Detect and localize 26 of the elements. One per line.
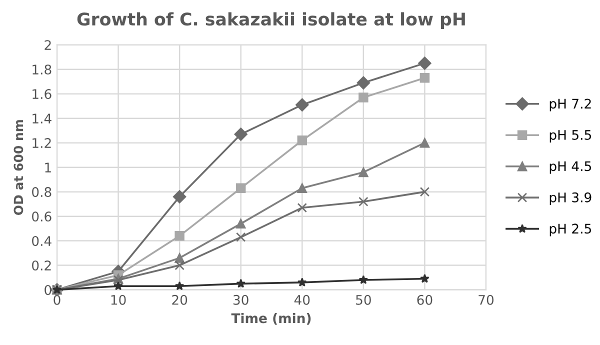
x-tick-label: 70 xyxy=(478,294,494,305)
x-tick-label: 60 xyxy=(417,294,432,305)
x-tick-label: 40 xyxy=(294,294,310,305)
legend-label: pH 2.5 xyxy=(550,224,591,236)
x-tick-label: 30 xyxy=(233,294,248,305)
legend-label: pH 3.9 xyxy=(550,192,592,205)
y-axis-title: OD at 600 nm xyxy=(14,120,24,215)
y-tick-label: 1 xyxy=(45,162,51,172)
y-tick-label: 1.6 xyxy=(32,89,52,100)
y-tick-label: 0.2 xyxy=(32,260,51,271)
y-tick-label: 0.6 xyxy=(32,212,52,222)
x-tick-label: 50 xyxy=(356,294,371,305)
legend-label: pH 4.5 xyxy=(550,161,591,174)
chart-title: Growth of C. sakazakii isolate at low pH xyxy=(77,12,465,30)
y-tick-label: 1.8 xyxy=(32,64,52,75)
x-tick-label: 10 xyxy=(111,294,126,305)
x-axis-title: Time (min) xyxy=(231,312,311,325)
y-tick-label: 1.4 xyxy=(32,114,52,124)
y-tick-label: 1.2 xyxy=(32,138,51,148)
y-tick-label: 2 xyxy=(44,40,51,50)
legend-label: pH 5.5 xyxy=(550,130,591,142)
y-tick-label: 0.8 xyxy=(32,187,52,198)
y-tick-label: 0.4 xyxy=(32,236,52,246)
legend-label: pH 7.2 xyxy=(550,98,591,112)
y-tick-label: 0 xyxy=(44,285,52,295)
x-tick-label: 20 xyxy=(172,294,188,305)
